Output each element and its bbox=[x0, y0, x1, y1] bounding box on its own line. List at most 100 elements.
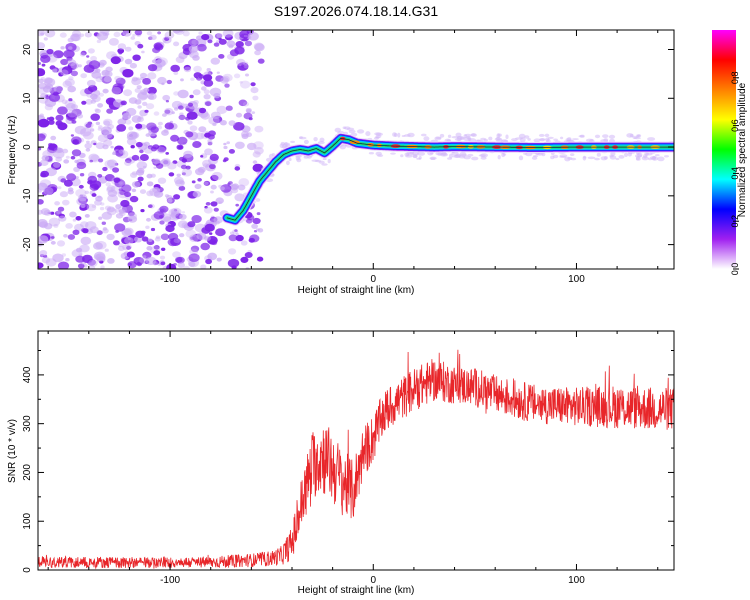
noise-speckle bbox=[216, 71, 220, 74]
noise-speckle bbox=[208, 116, 220, 125]
noise-speckle bbox=[93, 142, 97, 146]
noise-speckle bbox=[226, 141, 230, 145]
noise-speckle bbox=[207, 141, 213, 146]
noise-speckle bbox=[164, 37, 170, 41]
halo-speckle bbox=[400, 154, 404, 158]
noise-speckle bbox=[39, 113, 44, 118]
noise-speckle bbox=[40, 159, 49, 166]
noise-speckle bbox=[127, 212, 137, 220]
noise-speckle bbox=[124, 191, 132, 198]
noise-speckle bbox=[117, 245, 125, 251]
halo-speckle bbox=[531, 156, 538, 160]
noise-speckle bbox=[57, 186, 62, 190]
noise-speckle bbox=[116, 124, 127, 132]
noise-speckle bbox=[162, 94, 171, 101]
halo-speckle bbox=[455, 132, 462, 138]
noise-speckle bbox=[189, 248, 199, 256]
noise-speckle bbox=[84, 214, 90, 218]
noise-speckle bbox=[140, 230, 146, 235]
halo-speckle bbox=[602, 134, 609, 139]
noise-speckle bbox=[70, 134, 74, 137]
noise-speckle bbox=[63, 234, 68, 238]
halo-speckle bbox=[451, 136, 459, 139]
noise-speckle bbox=[65, 258, 70, 262]
halo-speckle bbox=[641, 156, 649, 161]
noise-speckle bbox=[84, 190, 90, 195]
noise-speckle bbox=[155, 163, 164, 169]
halo-speckle bbox=[610, 152, 616, 156]
noise-speckle bbox=[118, 181, 123, 185]
noise-speckle bbox=[85, 98, 93, 105]
noise-speckle bbox=[88, 153, 99, 162]
noise-speckle bbox=[239, 30, 250, 39]
noise-speckle bbox=[203, 79, 214, 87]
noise-speckle bbox=[100, 265, 105, 269]
noise-speckle bbox=[97, 195, 102, 199]
noise-speckle bbox=[170, 64, 180, 73]
noise-speckle bbox=[74, 125, 86, 135]
noise-speckle bbox=[86, 140, 90, 144]
noise-speckle bbox=[252, 163, 264, 173]
noise-speckle bbox=[72, 218, 77, 222]
spectrogram-ytick-label: 10 bbox=[22, 92, 33, 104]
colorbar-tick-label: 0.4 bbox=[730, 167, 740, 180]
noise-speckle bbox=[48, 93, 61, 102]
noise-speckle bbox=[38, 30, 46, 37]
noise-speckle bbox=[72, 30, 81, 38]
noise-speckle bbox=[153, 111, 160, 116]
halo-speckle bbox=[497, 155, 501, 160]
noise-speckle bbox=[48, 217, 61, 227]
noise-speckle bbox=[55, 114, 64, 122]
noise-speckle bbox=[224, 83, 230, 88]
noise-speckle bbox=[181, 172, 186, 176]
noise-speckle bbox=[146, 173, 153, 179]
noise-speckle bbox=[167, 162, 177, 170]
noise-speckle bbox=[105, 182, 111, 187]
snr-xtick-label: -100 bbox=[160, 575, 180, 586]
noise-speckle bbox=[137, 167, 145, 174]
noise-speckle bbox=[46, 48, 54, 55]
noise-speckle bbox=[38, 62, 42, 65]
halo-speckle bbox=[594, 134, 601, 139]
noise-speckle bbox=[174, 107, 179, 111]
noise-speckle bbox=[46, 117, 51, 120]
noise-speckle bbox=[120, 199, 130, 208]
noise-speckle bbox=[213, 216, 223, 224]
noise-speckle bbox=[80, 236, 92, 245]
halo-speckle bbox=[497, 133, 502, 137]
noise-speckle bbox=[210, 174, 219, 182]
noise-speckle bbox=[53, 85, 64, 93]
noise-speckle bbox=[244, 40, 252, 47]
noise-speckle bbox=[231, 183, 240, 190]
noise-speckle bbox=[47, 149, 54, 155]
noise-speckle bbox=[232, 229, 239, 235]
noise-speckle bbox=[153, 166, 157, 169]
noise-speckle bbox=[173, 263, 177, 266]
noise-speckle bbox=[176, 173, 181, 177]
noise-speckle bbox=[136, 85, 142, 90]
noise-speckle bbox=[223, 142, 227, 146]
noise-speckle bbox=[155, 59, 166, 68]
noise-speckle bbox=[78, 184, 84, 189]
halo-speckle bbox=[375, 134, 382, 139]
noise-speckle bbox=[130, 145, 135, 149]
halo-speckle bbox=[339, 145, 346, 150]
noise-speckle bbox=[245, 73, 249, 77]
noise-speckle bbox=[178, 114, 186, 121]
noise-speckle bbox=[189, 94, 194, 99]
noise-speckle bbox=[110, 145, 114, 149]
noise-speckle bbox=[103, 76, 112, 83]
noise-speckle bbox=[205, 258, 213, 265]
spectrogram-xtick-label: 0 bbox=[370, 274, 376, 285]
noise-speckle bbox=[139, 154, 149, 161]
noise-speckle bbox=[94, 199, 102, 206]
noise-speckle bbox=[128, 97, 138, 104]
noise-speckle bbox=[38, 82, 47, 90]
noise-speckle bbox=[238, 178, 250, 187]
noise-speckle bbox=[146, 190, 154, 197]
halo-speckle bbox=[286, 160, 290, 166]
halo-speckle bbox=[365, 131, 371, 137]
noise-speckle bbox=[243, 112, 253, 120]
snr-xtick-label: 100 bbox=[568, 575, 585, 586]
noise-speckle bbox=[79, 33, 85, 37]
